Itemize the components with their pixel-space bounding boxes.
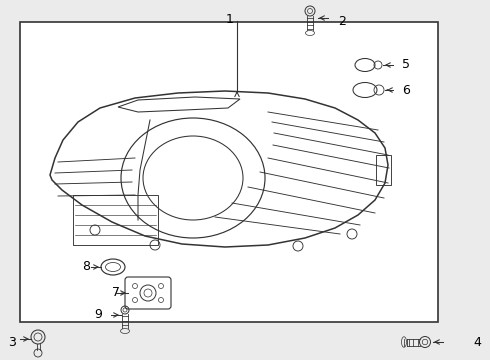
Text: 5: 5 <box>402 58 410 72</box>
Text: 7: 7 <box>112 287 120 300</box>
Text: 2: 2 <box>338 15 346 28</box>
Bar <box>73 195 158 245</box>
Bar <box>376 155 391 185</box>
Text: 1: 1 <box>226 13 234 26</box>
Text: 9: 9 <box>94 309 102 321</box>
Text: 6: 6 <box>402 84 410 96</box>
Text: 8: 8 <box>82 261 90 274</box>
Bar <box>20 22 438 322</box>
Text: 3: 3 <box>8 336 16 348</box>
Text: 4: 4 <box>473 336 481 348</box>
